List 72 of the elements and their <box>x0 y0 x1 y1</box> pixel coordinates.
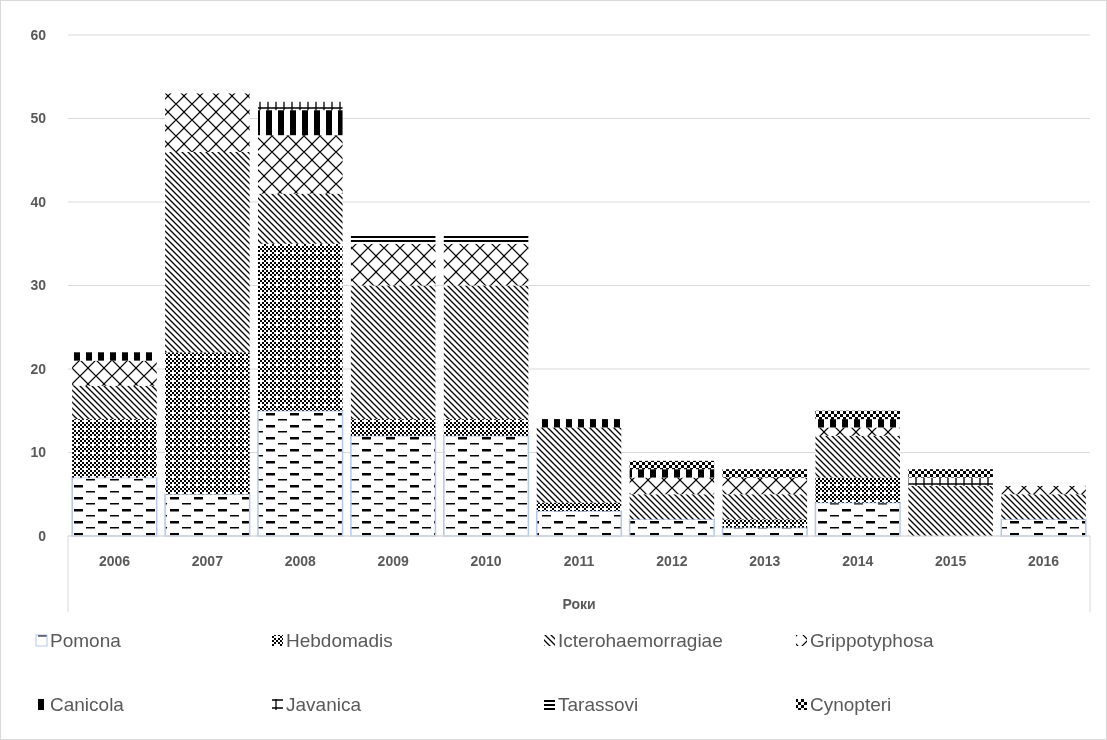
bar <box>536 427 622 503</box>
x-tick-label: 2014 <box>842 553 874 569</box>
bar <box>629 469 715 478</box>
bar <box>350 243 436 286</box>
legend-label: Cynopteri <box>810 694 892 715</box>
legend-label: Hebdomadis <box>286 630 393 651</box>
bar <box>258 243 343 411</box>
bar <box>1001 494 1086 520</box>
bar <box>72 360 157 386</box>
bar <box>258 135 343 194</box>
y-tick-label: 40 <box>30 193 47 210</box>
y-tick-label: 30 <box>30 277 47 294</box>
bar <box>722 494 808 520</box>
bar <box>72 419 157 478</box>
bar <box>815 419 900 428</box>
x-tick-label: 2012 <box>656 553 688 569</box>
bar <box>722 477 808 495</box>
bar <box>350 419 436 436</box>
bar <box>815 410 900 420</box>
x-tick-label: 2007 <box>191 553 224 569</box>
bar <box>443 435 530 537</box>
bar <box>258 110 343 136</box>
bar <box>722 519 808 528</box>
y-tick-label: 20 <box>30 360 47 377</box>
bar <box>257 410 344 537</box>
bar <box>908 469 993 478</box>
legend-label: Pomona <box>50 630 122 651</box>
legend-label: Canicola <box>50 694 125 715</box>
bar <box>722 469 808 478</box>
legend-label: Javanica <box>286 694 362 715</box>
x-tick-label: 2008 <box>284 553 317 569</box>
bar <box>815 477 900 503</box>
x-tick-label: 2016 <box>1027 553 1060 569</box>
legend-label: Tarassovi <box>558 694 639 715</box>
bar <box>72 385 157 420</box>
bar <box>908 477 993 486</box>
bar <box>1001 485 1086 495</box>
bar <box>443 419 529 436</box>
bar <box>629 494 715 520</box>
x-tick-label: 2009 <box>377 553 409 569</box>
legend-label: Grippotyphosa <box>810 630 935 651</box>
bar <box>350 285 436 420</box>
y-tick-label: 60 <box>30 26 47 43</box>
x-tick-label: 2013 <box>749 553 781 569</box>
bar <box>629 460 715 470</box>
x-tick-label: 2006 <box>98 553 131 569</box>
bar <box>908 485 993 536</box>
bar <box>443 235 529 244</box>
bar <box>443 243 529 286</box>
bar <box>443 285 529 420</box>
bar <box>350 235 436 244</box>
x-tick-label: 2010 <box>470 553 502 569</box>
bar <box>164 493 251 537</box>
y-tick-label: 10 <box>30 444 47 461</box>
bar <box>536 502 622 511</box>
bar <box>814 501 901 537</box>
bar <box>165 352 250 495</box>
bar <box>629 477 715 495</box>
legend-label: Icterohaemorragiae <box>558 630 723 651</box>
bar <box>815 435 900 478</box>
bar <box>258 193 343 244</box>
bar <box>350 435 437 537</box>
bar <box>165 151 250 353</box>
x-tick-label: 2011 <box>563 553 595 569</box>
x-axis-title: Роки <box>562 596 596 612</box>
bar <box>258 101 343 111</box>
bar <box>165 93 250 152</box>
y-tick-label: 50 <box>30 110 47 127</box>
x-tick-label: 2015 <box>935 553 967 569</box>
bar <box>535 510 623 537</box>
y-tick-label: 0 <box>38 527 47 544</box>
bar <box>71 476 158 537</box>
